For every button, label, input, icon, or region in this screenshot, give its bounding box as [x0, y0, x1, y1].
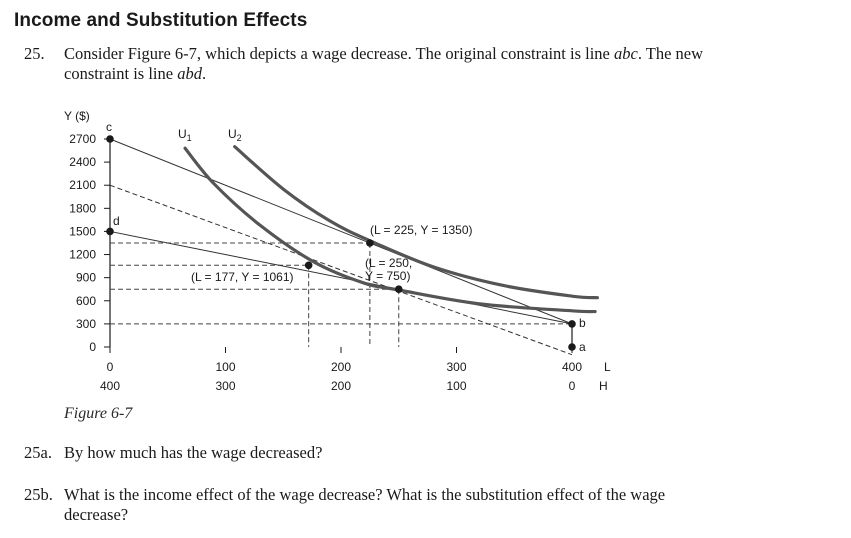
x-tick-label: 400 — [562, 360, 582, 374]
x-tick-label: 0 — [107, 360, 114, 374]
point-b-label: b — [579, 316, 586, 330]
data-point — [366, 239, 374, 247]
h-axis-label: H — [599, 379, 608, 393]
question-text: Consider Figure 6-7, which depicts a wag… — [64, 44, 703, 84]
constraint-line — [109, 138, 573, 325]
data-point — [106, 135, 114, 143]
y-tick-label: 600 — [76, 294, 96, 308]
section-heading: Income and Substitution Effects — [14, 10, 308, 31]
data-point — [568, 320, 576, 328]
annotation-l250-line2: Y = 750) — [365, 269, 410, 283]
u1-label: U1 — [178, 127, 192, 143]
question-line-1: What is the income effect of the wage de… — [64, 485, 666, 504]
question-text: What is the income effect of the wage de… — [64, 485, 665, 525]
data-point — [568, 343, 576, 351]
question-line-2: decrease? — [64, 505, 129, 524]
y-tick-label: 1200 — [69, 248, 96, 262]
y-tick-label: 2100 — [69, 178, 96, 192]
question-number: 25. — [24, 44, 45, 63]
x-tick-label: 200 — [331, 360, 351, 374]
y-tick-label: 300 — [76, 317, 96, 331]
dashed-constraint-line — [109, 184, 573, 356]
chart-layer: 0 300 600 900 1200 1500 1800 2100 2400 2700 0 400 10… — [69, 132, 600, 393]
point-c-label: c — [106, 120, 112, 134]
h-tick-label: 400 — [100, 379, 120, 393]
h-tick-label: 0 — [569, 379, 576, 393]
h-tick-label: 200 — [331, 379, 351, 393]
u2-label: U2 — [228, 127, 242, 143]
question-line-2: constraint is line abd. — [64, 64, 207, 83]
question-text: By how much has the wage decreased? — [64, 443, 323, 462]
y-tick-label: 1800 — [69, 201, 96, 215]
x-tick-label: 300 — [446, 360, 466, 374]
l-axis-label: L — [604, 360, 611, 374]
point-a-label: a — [579, 340, 586, 354]
question-number: 25b. — [24, 485, 53, 504]
figure-caption: Figure 6-7 — [63, 405, 133, 422]
annotation-l225: (L = 225, Y = 1350) — [370, 223, 473, 237]
y-axis-label: Y ($) — [64, 109, 90, 123]
y-tick-label: 1500 — [69, 224, 96, 238]
y-tick-label: 0 — [89, 340, 96, 354]
h-tick-label: 100 — [446, 379, 466, 393]
data-point — [106, 227, 114, 236]
question-line-1: Consider Figure 6-7, which depicts a wag… — [64, 44, 704, 63]
y-tick-label: 2400 — [69, 155, 96, 169]
annotation-l250-line1: (L = 250, — [365, 256, 412, 270]
u1-indifference-curve — [183, 146, 597, 314]
line-label-abd: abd — [177, 64, 202, 83]
constraint-line — [109, 230, 573, 325]
y-tick-label: 2700 — [69, 132, 96, 146]
annotation-l177: (L = 177, Y = 1061) — [191, 270, 294, 284]
line-label-abc: abc — [614, 44, 638, 63]
point-d-label: d — [113, 214, 120, 228]
x-tick-label: 100 — [215, 360, 235, 374]
data-point — [304, 261, 313, 270]
question-number: 25a. — [24, 443, 52, 462]
data-point — [394, 285, 403, 294]
u2-indifference-curve — [233, 145, 600, 300]
y-tick-label: 900 — [76, 271, 96, 285]
h-tick-label: 300 — [215, 379, 235, 393]
